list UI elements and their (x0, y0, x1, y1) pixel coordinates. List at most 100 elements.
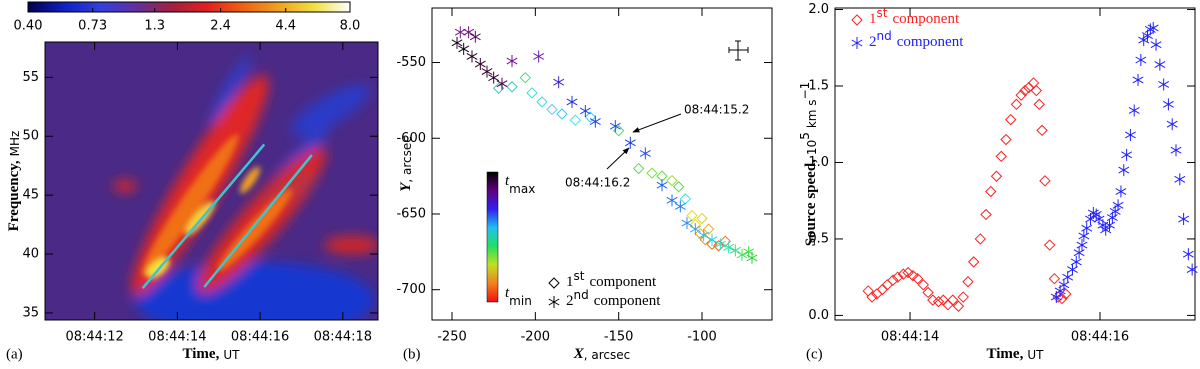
legend-label: 2nd component (566, 288, 661, 310)
data-point (519, 71, 532, 84)
data-point (911, 272, 924, 285)
data-point (917, 279, 930, 291)
y-axis-title-part: MHz (8, 131, 22, 157)
colorbar-bottom-label-part: t (505, 285, 510, 301)
legend-label-part: st (574, 269, 585, 283)
legend-label-part: component (589, 274, 656, 290)
legend-marker (851, 14, 863, 26)
data-point (1090, 208, 1102, 221)
legend-label-part: 2 (869, 34, 877, 50)
colorbar-tick-label: 8.0 (340, 19, 361, 34)
panel-label: (a) (6, 346, 23, 362)
data-point (1124, 128, 1136, 141)
data-point (990, 170, 1003, 182)
data-point (962, 276, 974, 288)
data-point (881, 279, 893, 291)
x-tick-label: 08:44:14 (881, 330, 939, 345)
legend-label-part: component (897, 34, 964, 50)
data-point (1178, 213, 1190, 226)
data-point (506, 81, 518, 93)
y-axis-title-part: 10 (805, 140, 819, 155)
y-axis-title: Source speed, 105 km s−1 (798, 82, 820, 247)
y-tick-label: 50 (22, 129, 39, 144)
data-point (466, 50, 478, 63)
y-tick-label: 40 (22, 247, 39, 262)
x-tick-label: 08:44:16 (1071, 330, 1129, 345)
y-tick-label: -600 (396, 131, 426, 146)
annotation-arrow (632, 113, 682, 133)
data-point (474, 58, 486, 71)
data-point (1162, 98, 1174, 111)
colorbar-tick-label: 0.40 (14, 19, 43, 34)
legend-label-part: nd (877, 29, 892, 43)
data-point (1005, 113, 1017, 126)
spectrogram-background (45, 42, 378, 320)
data-point (952, 300, 965, 312)
y-axis-title: Frequency, MHz (6, 131, 22, 232)
data-point (907, 269, 919, 282)
drift-fit-line (141, 143, 266, 290)
x-tick-label: -200 (521, 330, 551, 345)
time-colorbar (486, 171, 499, 303)
data-point (1062, 271, 1074, 284)
data-point (1073, 246, 1085, 259)
data-point (957, 291, 969, 303)
data-point (469, 30, 481, 43)
x-tick-label: 08:44:12 (65, 330, 123, 345)
data-point (937, 294, 949, 306)
data-point (706, 238, 718, 250)
data-point (546, 103, 558, 116)
data-point (1104, 219, 1115, 232)
data-point (967, 256, 980, 268)
x-tick-label: -100 (687, 330, 717, 345)
legend-label-part: 1 (566, 274, 574, 290)
data-point (1081, 222, 1093, 235)
data-point (980, 208, 992, 221)
data-point (1121, 148, 1133, 161)
data-point (866, 291, 878, 303)
data-point (533, 50, 545, 63)
colorbar-tick-label: 2.4 (210, 19, 231, 34)
legend-marker (548, 277, 560, 289)
data-point (679, 193, 692, 205)
x-axis-title-part: X (573, 346, 585, 362)
legend-label: 1st component (869, 6, 960, 28)
data-point (488, 71, 500, 84)
data-point (1048, 272, 1061, 285)
x-tick-label: -150 (604, 330, 634, 345)
legend-label: 1st component (566, 269, 657, 291)
colorbar-bottom-label-part: min (509, 294, 532, 308)
data-point (1076, 239, 1088, 252)
data-point (639, 147, 651, 160)
colorbar-top-label-part: t (505, 173, 510, 189)
y-tick-label: 55 (22, 70, 39, 85)
x-tick-label: 08:44:18 (314, 330, 372, 345)
data-point (1174, 173, 1186, 186)
x-axis-title-part: UT (223, 348, 240, 362)
data-point (666, 174, 678, 187)
data-point (729, 244, 741, 257)
x-tick-label: -250 (437, 330, 467, 345)
y-tick-label: 2.0 (808, 2, 829, 17)
data-point (736, 248, 748, 261)
data-point (646, 167, 658, 179)
y-tick-label: 0.5 (808, 231, 829, 246)
colorbar-tick-label: 1.3 (144, 19, 165, 34)
x-axis-title-part: Time, (183, 346, 220, 362)
y-axis-title-part: Y (398, 181, 414, 192)
colorbar (27, 1, 351, 13)
data-point (1150, 38, 1162, 51)
legend-label-part: st (877, 6, 888, 20)
data-point (496, 77, 508, 90)
data-point (1147, 21, 1159, 34)
data-point (536, 96, 548, 108)
data-point (1015, 89, 1027, 101)
data-point (526, 87, 538, 99)
data-point (689, 223, 701, 236)
annotation-arrow (606, 147, 630, 170)
data-point (932, 295, 945, 308)
data-point (463, 26, 475, 39)
data-point (1154, 58, 1166, 71)
data-point (686, 209, 698, 222)
y-tick-label: -650 (396, 206, 426, 221)
